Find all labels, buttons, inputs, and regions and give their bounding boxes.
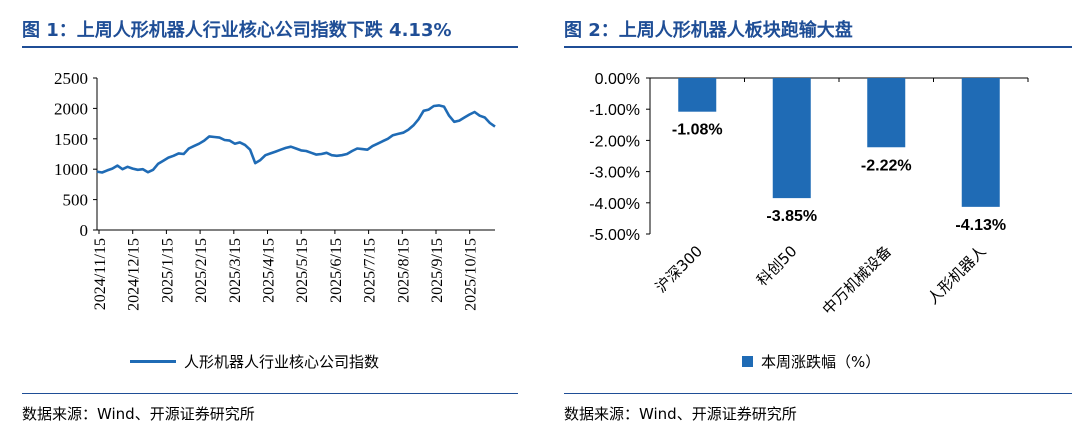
left-title-rule [22, 46, 518, 48]
x-tick-label: 2025/9/15 [429, 238, 446, 303]
x-tick-label: 2025/10/15 [463, 238, 480, 311]
x-tick-label: 2025/6/15 [328, 238, 345, 303]
y-tick-label: -2.00% [589, 133, 640, 150]
bar-data-label: -3.85% [766, 208, 817, 225]
y-tick-label: 0.00% [595, 71, 640, 88]
left-figure-title: 图 1：上周人形机器人行业核心公司指数下跌 4.13% [22, 20, 452, 41]
x-tick-label: 2025/2/15 [193, 238, 210, 303]
series-line-index [96, 104, 496, 174]
right-title-rule [564, 46, 1072, 48]
bar-data-label: -1.08% [672, 122, 723, 139]
x-category-label: 沪深300 [652, 242, 706, 296]
x-tick-label: 2025/5/15 [294, 238, 311, 303]
y-tick-label: -3.00% [589, 165, 640, 182]
x-category-label: 中万机械设备 [819, 242, 895, 318]
x-tick-label: 2025/4/15 [261, 238, 278, 303]
x-tick-label: 2025/1/15 [159, 238, 176, 303]
right-figure: 图 2：上周人形机器人板块跑输大盘 0.00% -1.00% -2.00% -3.00… [556, 0, 1080, 441]
y-tick-label: 500 [63, 191, 89, 210]
line-chart: 0 500 1000 1500 2000 2500 2024/11/15 2024/12/15… [54, 69, 496, 311]
y-tick-label: -4.00% [589, 196, 640, 213]
bar-2 [772, 78, 811, 199]
left-figure: 图 1：上周人形机器人行业核心公司指数下跌 4.13% 0 500 1000 1500… [0, 0, 520, 441]
bar-1 [678, 78, 717, 112]
y-tick-label: 2500 [54, 69, 88, 88]
y-tick-label: 1000 [54, 160, 88, 179]
x-tick-label: 2024/11/15 [92, 238, 109, 310]
bar-chart: 0.00% -1.00% -2.00% -3.00% -4.00% -5.00% -1.08… [589, 71, 1029, 318]
y-tick-label: 0 [80, 221, 89, 240]
bar-4 [961, 78, 1000, 207]
right-source: 数据来源：Wind、开源证券研究所 [564, 405, 797, 423]
bar-data-label: -4.13% [955, 217, 1006, 234]
right-bottom-rule [564, 393, 1072, 394]
x-category-label: 科创50 [753, 242, 800, 289]
left-bottom-rule [22, 393, 518, 394]
legend-line-swatch [130, 360, 176, 363]
bar-legend: 本周涨跌幅（%） [742, 351, 880, 372]
left-source: 数据来源：Wind、开源证券研究所 [22, 405, 255, 423]
legend-bar-swatch [742, 356, 753, 367]
bar-data-label: -2.22% [861, 157, 912, 174]
y-tick-label: -1.00% [589, 102, 640, 119]
y-tick-label: -5.00% [589, 227, 640, 244]
y-tick-label: 2000 [54, 99, 88, 118]
x-category-label: 人形机器人 [924, 242, 990, 308]
y-tick-label: 1500 [54, 130, 88, 149]
bar-3 [867, 78, 906, 148]
line-legend-label: 人形机器人行业核心公司指数 [184, 353, 380, 371]
x-tick-label: 2024/12/15 [126, 238, 143, 311]
x-tick-label: 2025/3/15 [227, 238, 244, 303]
bar-legend-label: 本周涨跌幅（%） [761, 353, 881, 371]
right-figure-title: 图 2：上周人形机器人板块跑输大盘 [564, 20, 853, 41]
line-legend: 人形机器人行业核心公司指数 [130, 351, 379, 372]
x-tick-label: 2025/8/15 [395, 238, 412, 303]
x-tick-label: 2025/7/15 [362, 238, 379, 303]
